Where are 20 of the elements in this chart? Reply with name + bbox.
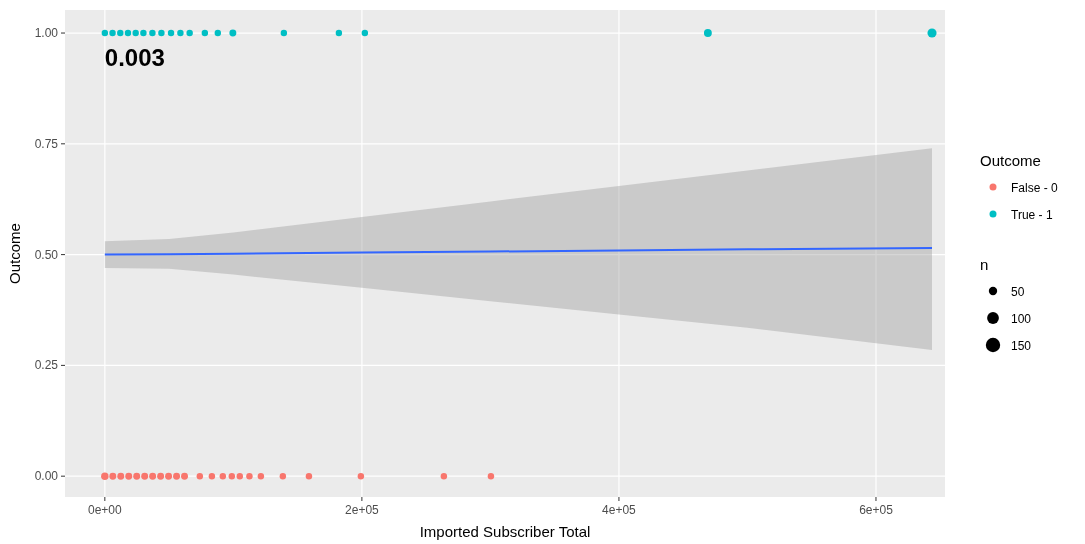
- legend-label: 100: [1011, 312, 1032, 326]
- x-tick-label: 2e+05: [345, 503, 380, 517]
- x-tick-label: 6e+05: [859, 503, 894, 517]
- y-tick-label: 0.25: [34, 358, 59, 373]
- legend-title: Outcome: [980, 152, 1041, 169]
- legend-label: False - 0: [1011, 181, 1059, 195]
- x-tick-label: 0e+00: [87, 503, 123, 517]
- text: n: [980, 256, 989, 273]
- x-tick-label: 4e+05: [602, 503, 637, 517]
- y-tick-label: 0.75: [34, 136, 59, 151]
- annotation: 0.003: [104, 44, 165, 72]
- y-axis-title: Outcome: [6, 223, 23, 284]
- y-tick-label: 0.00: [34, 469, 59, 484]
- y-tick-label: 1.00: [34, 26, 59, 41]
- line-series: [103, 246, 934, 256]
- x-axis-title: Imported Subscriber Total: [419, 523, 591, 540]
- y-tick-label: 0.50: [34, 247, 59, 262]
- legend-label: True - 1: [1011, 208, 1053, 222]
- legend-label: 150: [1011, 339, 1032, 353]
- legend-label: 50: [1011, 285, 1025, 299]
